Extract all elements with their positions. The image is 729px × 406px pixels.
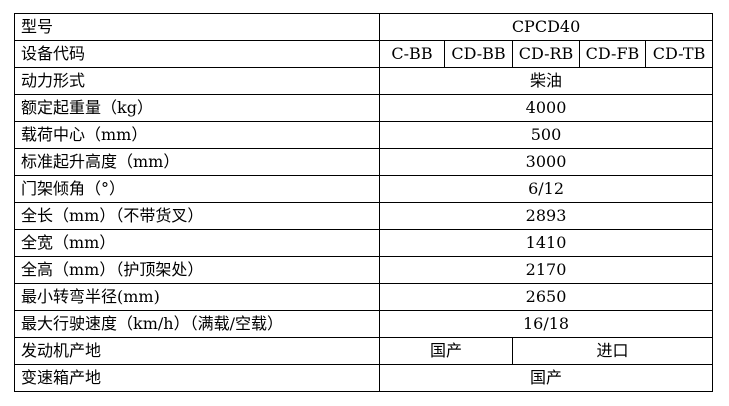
table-row: 载荷中心（mm） 500 [14,121,714,149]
row-value: 6/12 [378,175,714,203]
table-row: 变速箱产地 国产 [14,364,714,392]
code-cell: CD-BB [444,40,513,68]
row-value: 国产 [378,364,714,392]
table-row: 设备代码 C-BB CD-BB CD-RB CD-FB CD-TB [14,40,714,68]
row-label: 全高（mm）（护顶架处） [14,256,380,284]
row-value: 柴油 [378,67,714,95]
row-label: 最小转弯半径(mm) [14,283,380,311]
table-row: 全长（mm）（不带货叉） 2893 [14,202,714,230]
table-row: 门架倾角（°） 6/12 [14,175,714,203]
code-cell: CD-RB [512,40,580,68]
row-label: 全宽（mm） [14,229,380,257]
row-label: 设备代码 [14,40,380,68]
row-label: 型号 [14,13,380,41]
row-label: 标准起升高度（mm） [14,148,380,176]
row-value: 2170 [378,256,714,284]
table-row: 额定起重量（kg） 4000 [14,94,714,122]
row-label: 载荷中心（mm） [14,121,380,149]
row-value: 16/18 [378,310,714,338]
row-value: 2893 [378,202,714,230]
code-cell: C-BB [379,40,445,68]
row-value: 国产 [379,337,513,365]
table-row: 最小转弯半径(mm) 2650 [14,283,714,311]
row-value: 4000 [378,94,714,122]
table-row: 最大行驶速度（km/h）（满载/空载） 16/18 [14,310,714,338]
table-row: 标准起升高度（mm） 3000 [14,148,714,176]
code-cell: CD-FB [579,40,646,68]
row-value: CPCD40 [378,13,714,41]
row-value: 500 [378,121,714,149]
row-label: 变速箱产地 [14,364,380,392]
row-value: 1410 [378,229,714,257]
spec-table: 型号 CPCD40 设备代码 C-BB CD-BB CD-RB CD-FB CD… [14,13,714,392]
code-cell: CD-TB [644,40,714,68]
row-value: 3000 [378,148,714,176]
row-label: 最大行驶速度（km/h）（满载/空载） [14,310,380,338]
table-row: 发动机产地 国产 进口 [14,337,714,365]
row-label: 发动机产地 [14,337,380,365]
row-label: 额定起重量（kg） [14,94,380,122]
table-row: 全高（mm）（护顶架处） 2170 [14,256,714,284]
row-label: 全长（mm）（不带货叉） [14,202,380,230]
row-label: 动力形式 [14,67,380,95]
table-row: 全宽（mm） 1410 [14,229,714,257]
table-row: 动力形式 柴油 [14,67,714,95]
table-row: 型号 CPCD40 [14,13,714,41]
row-value: 2650 [378,283,714,311]
row-label: 门架倾角（°） [14,175,380,203]
row-value: 进口 [511,337,714,365]
